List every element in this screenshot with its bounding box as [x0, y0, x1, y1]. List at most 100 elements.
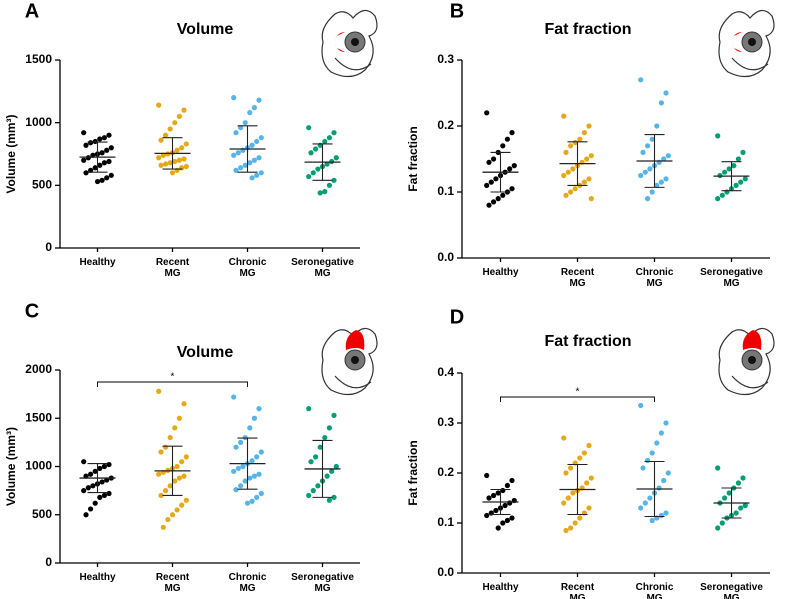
- y-tick-label: 1500: [25, 410, 52, 424]
- data-point: [233, 130, 239, 136]
- data-point: [251, 105, 257, 111]
- data-point: [310, 170, 316, 176]
- data-point: [495, 525, 501, 531]
- data-point: [247, 475, 253, 481]
- data-point: [156, 471, 162, 477]
- data-point: [97, 465, 103, 472]
- data-point: [654, 440, 660, 446]
- data-point: [81, 130, 87, 136]
- data-point: [169, 512, 176, 518]
- data-point: [247, 425, 253, 431]
- data-point: [495, 196, 501, 202]
- y-tick-label: 1500: [25, 52, 52, 66]
- data-point: [740, 149, 746, 155]
- data-point: [333, 155, 339, 161]
- data-point: [158, 162, 164, 168]
- data-point: [238, 165, 244, 171]
- data-point: [81, 459, 87, 465]
- y-tick-label: 0: [45, 555, 52, 569]
- data-point: [495, 490, 501, 496]
- data-point: [235, 465, 241, 472]
- data-point: [493, 507, 499, 514]
- data-point: [561, 172, 567, 179]
- data-point: [565, 495, 571, 501]
- icon-arc: [334, 375, 372, 389]
- y-tick-label: 0.2: [437, 465, 454, 479]
- icon-arc: [334, 57, 372, 71]
- icon-muscle: [742, 330, 762, 350]
- data-point: [568, 525, 574, 531]
- data-point: [231, 394, 237, 400]
- data-point: [722, 495, 728, 501]
- data-point: [719, 192, 725, 198]
- data-point: [251, 157, 257, 163]
- data-point: [88, 471, 94, 477]
- data-point: [181, 156, 187, 162]
- x-tick-label: Seronegative MG: [700, 582, 763, 599]
- data-point: [258, 170, 264, 176]
- data-point: [156, 388, 162, 394]
- data-point: [183, 497, 189, 503]
- data-point: [645, 143, 651, 149]
- y-tick-label: 0.4: [437, 365, 454, 379]
- data-point: [326, 425, 332, 431]
- data-point: [735, 156, 742, 162]
- data-point: [104, 175, 110, 181]
- data-point: [106, 461, 112, 468]
- data-point: [251, 415, 257, 421]
- data-point: [322, 434, 328, 441]
- x-tick-label: Healthy: [79, 572, 116, 583]
- data-point: [256, 97, 262, 103]
- data-point: [172, 158, 178, 165]
- data-point: [638, 77, 644, 83]
- data-point: [581, 130, 588, 136]
- panel: C Volume Volume (mm³) 0 500 1000 1500 2000 Healt…: [4, 300, 378, 594]
- data-point: [322, 138, 328, 145]
- data-point: [233, 487, 239, 493]
- data-point: [256, 155, 262, 161]
- chart-title: Fat fraction: [544, 21, 631, 38]
- data-point: [642, 500, 648, 506]
- data-point: [235, 150, 241, 156]
- data-point: [738, 505, 744, 511]
- data-point: [577, 136, 583, 142]
- significance-bracket: [500, 396, 655, 402]
- data-point: [333, 463, 339, 470]
- data-point: [88, 140, 94, 146]
- data-point: [174, 147, 180, 153]
- data-point: [249, 142, 255, 148]
- data-point: [654, 182, 660, 188]
- data-point: [181, 473, 187, 479]
- data-point: [176, 157, 182, 163]
- data-point: [315, 166, 321, 172]
- data-point: [638, 172, 644, 179]
- data-point: [101, 160, 107, 166]
- data-point: [326, 182, 332, 188]
- data-point: [484, 110, 490, 116]
- data-point: [726, 166, 732, 172]
- data-point: [731, 163, 737, 169]
- x-tick-label: Recent MG: [561, 267, 595, 289]
- y-tick-label: 0.1: [437, 515, 454, 529]
- data-point: [324, 473, 330, 479]
- significance-label: *: [576, 387, 580, 398]
- y-tick-label: 500: [32, 507, 52, 521]
- data-point: [163, 444, 169, 450]
- data-point: [238, 483, 244, 489]
- data-point: [101, 135, 107, 141]
- data-point: [231, 468, 237, 474]
- data-point: [742, 502, 748, 509]
- data-point: [565, 169, 571, 175]
- data-point: [500, 143, 506, 149]
- data-point: [486, 159, 492, 165]
- data-point: [233, 444, 239, 450]
- data-point: [568, 465, 574, 471]
- data-point: [649, 450, 655, 456]
- data-point: [665, 470, 671, 476]
- data-point: [658, 430, 665, 436]
- data-point: [663, 510, 669, 516]
- data-point: [106, 132, 112, 138]
- data-point: [658, 100, 665, 106]
- data-point: [584, 480, 590, 486]
- data-point: [504, 136, 510, 142]
